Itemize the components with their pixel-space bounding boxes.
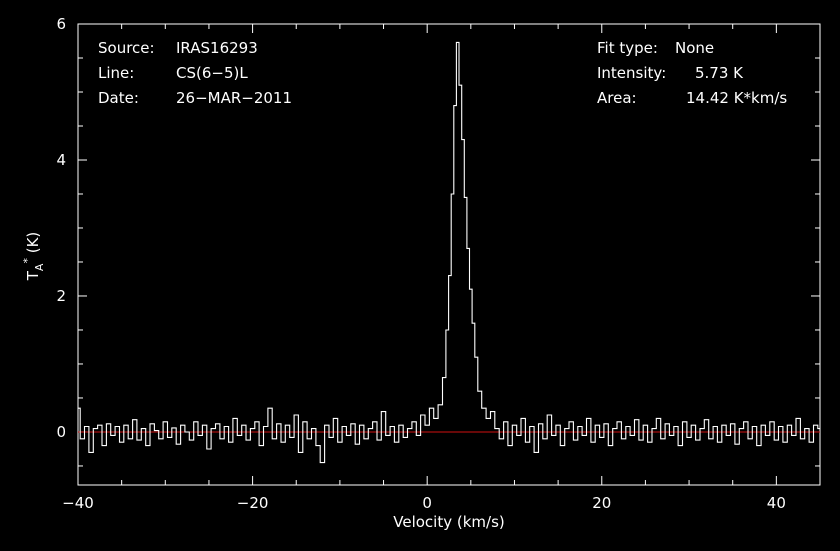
- area-value: 14.42 K*km/s: [686, 89, 787, 107]
- intensity-label: Intensity:: [597, 64, 666, 82]
- source-label: Source:: [98, 39, 155, 57]
- x-tick-label: 40: [767, 494, 786, 512]
- x-axis-label: Velocity (km/s): [393, 513, 504, 531]
- intensity-value: 5.73 K: [695, 64, 744, 82]
- x-tick-label: 20: [592, 494, 611, 512]
- y-tick-label: 0: [56, 423, 66, 441]
- line-label: Line:: [98, 64, 134, 82]
- spectrum-series-line: [78, 41, 820, 464]
- source-value: IRAS16293: [176, 39, 258, 57]
- x-tick-label: −40: [62, 494, 94, 512]
- plot-frame: [77, 23, 821, 486]
- fit-type-label: Fit type:: [597, 39, 658, 57]
- date-value: 26−MAR−2011: [176, 89, 292, 107]
- y-tick-label: 2: [56, 287, 66, 305]
- axis-ticks: [77, 23, 821, 485]
- line-value: CS(6−5)L: [176, 64, 248, 82]
- y-axis-label: TA* (K): [21, 232, 46, 282]
- y-tick-label: 6: [56, 15, 66, 33]
- area-label: Area:: [597, 89, 637, 107]
- fit-type-value: None: [675, 39, 714, 57]
- x-tick-label: 0: [422, 494, 432, 512]
- x-tick-label: −20: [237, 494, 269, 512]
- y-tick-label: 4: [56, 151, 66, 169]
- date-label: Date:: [98, 89, 139, 107]
- axis-tick-labels: −40 −20 0 20 40 0 2 4 6: [56, 15, 785, 512]
